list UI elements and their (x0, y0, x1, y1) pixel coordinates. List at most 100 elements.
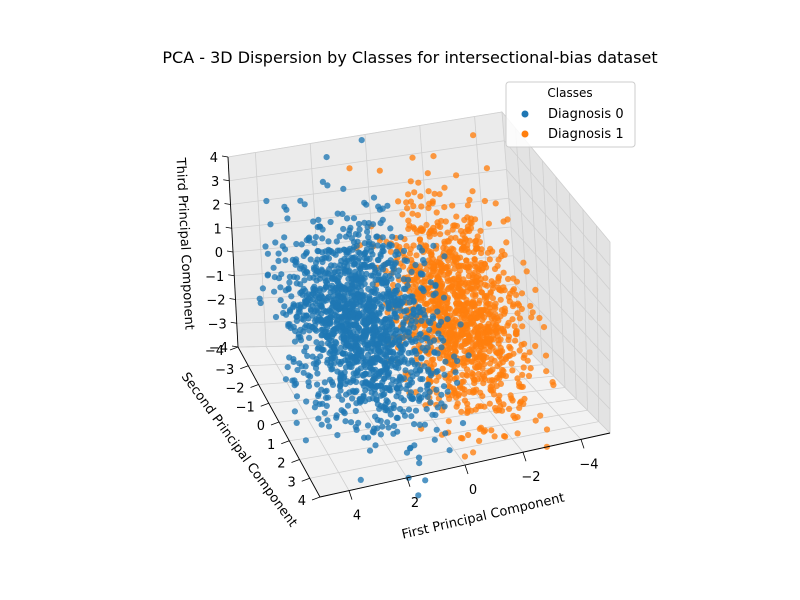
point-diagnosis-0 (451, 353, 458, 360)
point-diagnosis-1 (505, 352, 512, 360)
z-tick-mark (225, 226, 232, 229)
point-diagnosis-1 (425, 188, 432, 195)
point-diagnosis-0 (393, 393, 400, 400)
point-diagnosis-0 (357, 265, 364, 272)
point-diagnosis-0 (316, 295, 323, 302)
point-diagnosis-0 (465, 352, 472, 359)
point-diagnosis-0 (382, 407, 389, 414)
point-diagnosis-0 (311, 240, 318, 247)
point-diagnosis-0 (377, 417, 384, 424)
y-tick-label: −4 (205, 344, 224, 359)
point-diagnosis-1 (451, 222, 458, 229)
point-diagnosis-0 (403, 385, 410, 393)
point-diagnosis-0 (388, 357, 395, 364)
point-diagnosis-0 (348, 363, 355, 371)
point-diagnosis-1 (438, 283, 445, 290)
point-diagnosis-0 (420, 257, 427, 264)
point-diagnosis-1 (500, 269, 507, 276)
point-diagnosis-0 (432, 282, 439, 290)
point-diagnosis-0 (309, 290, 317, 297)
point-diagnosis-0 (361, 434, 368, 441)
z-tick-label: −4 (209, 341, 228, 356)
point-diagnosis-1 (516, 404, 523, 411)
point-diagnosis-1 (527, 302, 534, 310)
z-grid-back (230, 169, 507, 205)
point-diagnosis-1 (474, 324, 481, 331)
point-diagnosis-1 (501, 433, 508, 440)
point-diagnosis-0 (348, 419, 355, 426)
point-diagnosis-0 (378, 306, 385, 313)
z-tick-mark (224, 203, 231, 205)
point-diagnosis-0 (373, 355, 380, 363)
point-diagnosis-0 (377, 335, 384, 342)
point-diagnosis-0 (396, 405, 404, 413)
point-diagnosis-0 (321, 328, 328, 335)
point-diagnosis-0 (354, 315, 361, 322)
point-diagnosis-1 (498, 253, 505, 260)
point-diagnosis-1 (514, 300, 521, 307)
scatter-points (256, 132, 557, 499)
y-tick-label: −3 (215, 363, 234, 378)
z-tick-mark (228, 274, 235, 277)
z-tick-mark (223, 179, 230, 182)
point-diagnosis-0 (410, 306, 417, 313)
point-diagnosis-1 (461, 390, 468, 397)
point-diagnosis-1 (475, 347, 483, 354)
point-diagnosis-0 (358, 270, 365, 277)
point-diagnosis-1 (449, 202, 456, 209)
point-diagnosis-0 (302, 287, 309, 294)
point-diagnosis-1 (395, 198, 402, 205)
point-diagnosis-1 (474, 264, 481, 271)
point-diagnosis-0 (341, 308, 348, 315)
point-diagnosis-0 (327, 320, 334, 327)
point-diagnosis-1 (441, 238, 448, 245)
y-tick-label: −1 (236, 400, 255, 415)
point-diagnosis-1 (468, 215, 475, 222)
point-diagnosis-0 (423, 406, 430, 413)
point-diagnosis-1 (427, 263, 434, 270)
point-diagnosis-1 (466, 227, 473, 235)
x-tick-label: −2 (521, 470, 540, 485)
point-diagnosis-0 (387, 291, 394, 298)
point-diagnosis-1 (526, 349, 533, 356)
point-diagnosis-0 (363, 201, 370, 208)
point-diagnosis-0 (431, 436, 438, 443)
point-diagnosis-1 (473, 315, 480, 322)
point-diagnosis-0 (441, 253, 448, 260)
z-grid-side (519, 341, 611, 434)
point-diagnosis-0 (363, 327, 371, 334)
point-diagnosis-1 (481, 339, 488, 346)
point-diagnosis-0 (370, 333, 377, 340)
point-diagnosis-1 (409, 154, 416, 161)
point-diagnosis-1 (465, 279, 472, 287)
point-diagnosis-0 (312, 264, 319, 271)
point-diagnosis-0 (350, 215, 358, 222)
point-diagnosis-0 (411, 421, 418, 428)
point-diagnosis-0 (392, 327, 399, 334)
point-diagnosis-1 (481, 330, 488, 337)
point-diagnosis-0 (319, 178, 326, 185)
point-diagnosis-1 (459, 435, 466, 442)
point-diagnosis-0 (361, 275, 368, 282)
point-diagnosis-1 (509, 367, 516, 374)
point-diagnosis-1 (488, 315, 495, 322)
point-diagnosis-1 (464, 242, 471, 249)
point-diagnosis-1 (505, 275, 512, 283)
point-diagnosis-1 (444, 229, 451, 236)
point-diagnosis-0 (366, 371, 373, 378)
point-diagnosis-1 (487, 386, 494, 393)
point-diagnosis-1 (516, 315, 524, 322)
point-diagnosis-0 (394, 428, 401, 435)
point-diagnosis-1 (509, 397, 516, 404)
point-diagnosis-1 (405, 191, 412, 198)
point-diagnosis-0 (400, 298, 407, 305)
point-diagnosis-0 (343, 391, 350, 398)
point-diagnosis-0 (314, 370, 321, 377)
point-diagnosis-0 (293, 393, 301, 400)
z-tick-label: −2 (206, 294, 225, 309)
point-diagnosis-1 (393, 242, 400, 249)
point-diagnosis-0 (413, 370, 420, 377)
point-diagnosis-1 (390, 281, 397, 288)
point-diagnosis-0 (368, 389, 375, 396)
